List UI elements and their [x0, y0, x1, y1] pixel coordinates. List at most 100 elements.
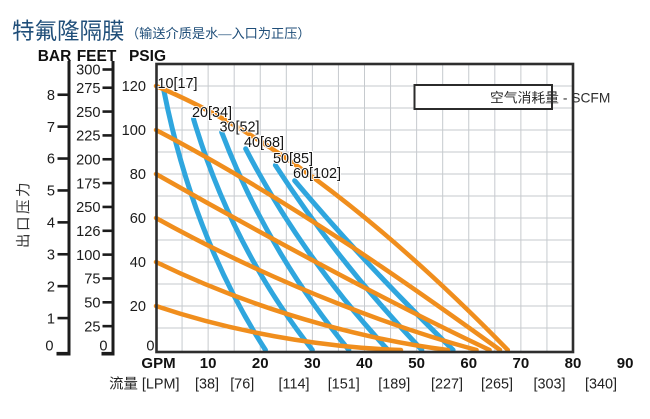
feet-scale-label: 250 — [76, 200, 100, 216]
feet-scale-tick — [102, 157, 113, 161]
gpm-tick-label: 90 — [617, 355, 634, 372]
feet-scale-label: 300 — [76, 63, 100, 79]
y-axis-title: 出口压力 — [16, 180, 33, 248]
feet-scale-tick — [102, 110, 113, 113]
feet-scale-tick — [102, 86, 113, 90]
psig-scale-label: 60 — [130, 211, 146, 227]
feet-scale-label: 275 — [76, 81, 100, 97]
feet-scale-label: 25 — [84, 319, 100, 335]
legend: 空气消耗量 - SCFM — [413, 84, 610, 110]
feet-scale-label: 175 — [76, 176, 100, 192]
bar-scale-label: 2 — [47, 279, 55, 295]
bar-scale-tick — [57, 284, 69, 288]
gpm-tick-label: 20 — [252, 355, 269, 372]
gpm-tick-label: 30 — [304, 355, 321, 372]
performance-curve-20-psig — [153, 303, 404, 353]
chart-title: 特氟隆隔膜 — [12, 19, 125, 44]
feet-scale-label: 200 — [76, 152, 100, 168]
psig-scale-label: 40 — [130, 255, 146, 271]
feet-scale-tick — [102, 301, 113, 304]
feet-scale-label: 50 — [84, 296, 100, 312]
feet-scale-label: 126 — [76, 224, 100, 240]
psig-scale-label: 80 — [130, 167, 146, 183]
feet-scale-tick — [102, 324, 113, 328]
bar-scale-header: BAR — [38, 48, 72, 65]
air-consumption-curve-20-scfm — [191, 116, 315, 353]
gpm-tick-label: 70 — [513, 355, 530, 372]
lpm-tick-label: [340] — [585, 377, 617, 393]
air-consumption-curve-50-scfm — [272, 162, 425, 353]
air-consumption-label-30-scfm: 30[52] — [220, 119, 260, 135]
lpm-row-label: 流量 [LPM] — [109, 376, 179, 393]
feet-scale-tick — [102, 134, 113, 137]
lpm-tick-label: [76] — [230, 377, 254, 393]
plot-grid — [157, 65, 572, 351]
air-consumption-curve-60-scfm — [292, 178, 456, 353]
pressure-scale-rulers: 1234567802550751001262501752002252502753… — [45, 61, 155, 356]
lpm-tick-label: [303] — [533, 377, 565, 393]
air-consumption-label-40-scfm: 40[68] — [244, 135, 284, 151]
feet-scale-tick — [102, 277, 113, 280]
feet-scale-zero-label: 0 — [99, 339, 107, 355]
psig-scale-zero-label: 0 — [146, 339, 154, 355]
air-consumption-label-10-scfm: 10[17] — [158, 76, 198, 92]
performance-curves — [153, 83, 511, 353]
lpm-tick-label: [114] — [279, 377, 310, 393]
performance-curve-120-psig — [153, 83, 511, 353]
feet-scale-label: 75 — [84, 272, 100, 288]
feet-scale-tick — [102, 205, 113, 209]
gpm-tick-label: 40 — [356, 355, 373, 372]
feet-scale-tick — [102, 68, 113, 71]
bar-scale-label: 4 — [47, 216, 55, 232]
legend-box — [413, 84, 553, 110]
feet-scale-label: 250 — [76, 105, 100, 121]
air-consumption-curve-40-scfm — [243, 146, 391, 353]
feet-scale-header: FEET — [77, 48, 117, 65]
psig-scale-header: PSIG — [129, 48, 166, 65]
air-consumption-label-20-scfm: 20[34] — [192, 105, 232, 121]
lpm-tick-label: [227] — [431, 377, 463, 393]
performance-curve-100-psig — [153, 127, 503, 353]
lpm-tick-label: [265] — [481, 377, 513, 393]
lpm-tick-label: [38] — [195, 377, 219, 393]
air-consumption-label-50-scfm: 50[85] — [273, 151, 313, 167]
bar-scale-tick — [57, 252, 69, 256]
bar-scale-tick — [57, 221, 69, 224]
feet-scale-tick — [102, 181, 113, 185]
psig-scale-label: 120 — [122, 79, 146, 95]
gpm-tick-label: 60 — [460, 355, 477, 372]
x-axis-labels: 10 20 30 40 50 60 70 80 90 [38] [76] [114] [151] [189… — [195, 355, 633, 393]
air-consumption-curve-10-scfm — [161, 87, 268, 353]
performance-curve-40-psig — [153, 259, 451, 353]
gpm-tick-label: 80 — [565, 355, 582, 372]
lpm-tick-label: [151] — [328, 377, 360, 393]
bar-scale-tick — [57, 125, 69, 128]
curve-labels: 10[17] 20[34]30[52]40[68]50[85]60[102] — [157, 75, 342, 183]
bar-scale-tick — [57, 316, 69, 320]
feet-scale-tick — [102, 253, 113, 256]
bar-scale-label: 3 — [47, 247, 55, 263]
performance-curve-80-psig — [153, 171, 492, 353]
bar-scale-label: 1 — [47, 311, 55, 327]
bar-scale-tick — [57, 157, 69, 160]
legend-label: 空气消耗量 - SCFM — [490, 91, 610, 106]
bar-scale-zero-label: 0 — [45, 339, 53, 355]
psig-scale-label: 100 — [122, 123, 146, 139]
feet-scale-label: 100 — [76, 248, 100, 264]
bar-scale-label: 8 — [47, 88, 55, 104]
chart-subtitle: （输送介质是水—入口为正压） — [126, 26, 311, 41]
psig-scale-label: 20 — [130, 299, 146, 315]
bar-scale-tick — [57, 93, 69, 97]
gpm-tick-label: 10 — [200, 355, 217, 372]
feet-scale-tick — [102, 229, 113, 233]
gpm-unit-label: GPM — [141, 355, 175, 372]
bar-scale-label: 6 — [47, 152, 55, 168]
air-consumption-label-60-scfm: 60[102] — [293, 166, 341, 182]
gpm-tick-label: 50 — [408, 355, 425, 372]
bar-scale-tick — [57, 189, 69, 192]
lpm-tick-label: [189] — [378, 377, 410, 393]
plot-border — [155, 62, 575, 354]
feet-scale-label: 225 — [76, 129, 100, 145]
